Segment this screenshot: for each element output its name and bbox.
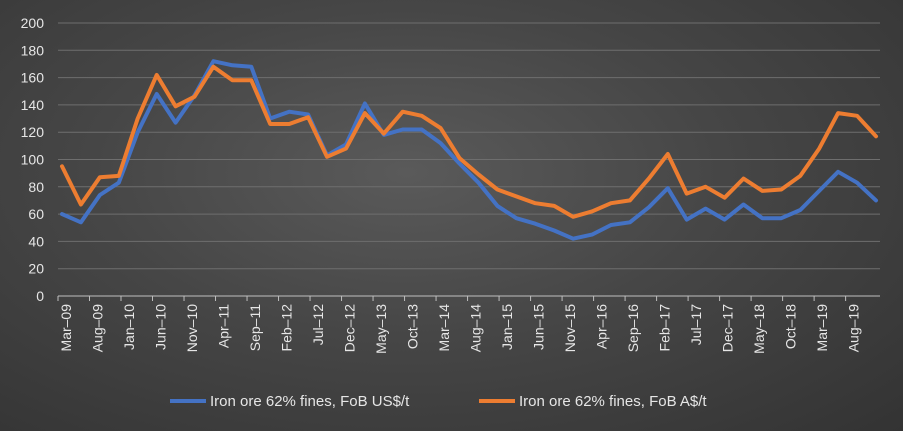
y-tick-label: 40 bbox=[28, 233, 44, 249]
x-tick-label: May–18 bbox=[751, 304, 767, 354]
x-tick-label: Jan–15 bbox=[499, 304, 515, 350]
x-tick-label: Sep–11 bbox=[247, 304, 263, 351]
x-tick-label: Aug–19 bbox=[846, 304, 862, 352]
x-tick-label: Sep–16 bbox=[625, 304, 641, 352]
x-tick-label: Jul–12 bbox=[310, 304, 326, 345]
series-line-1 bbox=[60, 59, 878, 241]
legend: Iron ore 62% fines, FoB US$/t Iron ore 62… bbox=[170, 393, 707, 410]
x-tick-label: Aug–14 bbox=[468, 304, 484, 352]
x-tick-label: Mar–19 bbox=[814, 304, 830, 352]
series-lines bbox=[60, 59, 878, 241]
x-tick-label: Oct–18 bbox=[783, 304, 799, 349]
y-tick-label: 180 bbox=[21, 42, 45, 58]
x-tick-label: Jun–10 bbox=[153, 304, 169, 350]
x-tick-label: Jun–15 bbox=[531, 304, 547, 350]
x-tick-label: Jul–17 bbox=[688, 304, 704, 345]
y-tick-label: 160 bbox=[21, 70, 45, 86]
y-tick-label: 200 bbox=[21, 15, 45, 31]
y-tick-label: 80 bbox=[28, 179, 44, 195]
y-axis: 0 20 40 60 80 100 120 140 160 180 200 bbox=[21, 15, 45, 304]
x-tick-label: Dec–17 bbox=[720, 304, 736, 352]
x-tick-label: Jan–10 bbox=[121, 304, 137, 350]
x-tick-label: Dec–12 bbox=[342, 304, 358, 352]
x-tick-label: Feb–12 bbox=[279, 304, 295, 352]
y-tick-label: 100 bbox=[21, 152, 45, 168]
series-line-2 bbox=[60, 64, 878, 219]
x-tick-label: Oct–13 bbox=[405, 304, 421, 349]
y-tick-label: 0 bbox=[36, 288, 44, 304]
y-tick-label: 140 bbox=[21, 97, 45, 113]
y-tick-label: 120 bbox=[21, 124, 45, 140]
x-tick-label: Mar–14 bbox=[436, 304, 452, 352]
x-axis: Mar–09 Aug–09 Jan–10 Jun–10 Nov–10 Apr–11 Sep–… bbox=[57, 296, 862, 354]
x-tick-label: May–13 bbox=[373, 304, 389, 354]
y-tick-label: 60 bbox=[28, 206, 44, 222]
y-tick-label: 20 bbox=[28, 261, 44, 277]
x-tick-label: Feb–17 bbox=[657, 304, 673, 352]
x-tick-label: Mar–09 bbox=[58, 304, 74, 352]
x-tick-label: Apr–16 bbox=[594, 304, 610, 349]
legend-label-1: Iron ore 62% fines, FoB US$/t bbox=[210, 393, 410, 410]
x-tick-label: Nov–15 bbox=[562, 304, 578, 352]
legend-label-2: Iron ore 62% fines, FoB A$/t bbox=[519, 393, 707, 410]
x-tick-label: Aug–09 bbox=[90, 304, 106, 352]
y-gridlines bbox=[58, 22, 880, 270]
x-tick-label: Apr–11 bbox=[216, 304, 232, 348]
x-tick-label: Nov–10 bbox=[184, 304, 200, 352]
